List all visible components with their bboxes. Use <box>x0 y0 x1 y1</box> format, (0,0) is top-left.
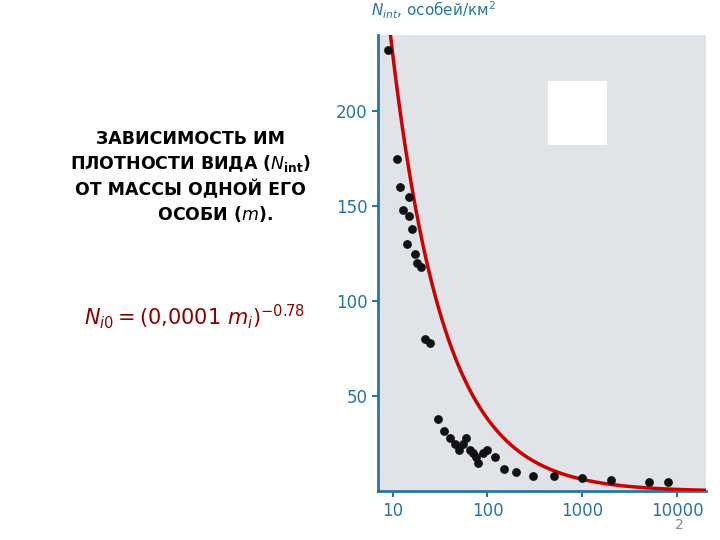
Text: ЗАВИСИМОСТЬ ИМ
ПЛОТНОСТИ ВИДА ($\mathbf{\mathit{N}_{int}}$)
ОТ МАССЫ ОДНОЙ ЕГО
 : ЗАВИСИМОСТЬ ИМ ПЛОТНОСТИ ВИДА ($\mathbf{… <box>70 130 312 225</box>
Point <box>432 415 444 423</box>
Point <box>409 249 420 258</box>
Point <box>470 453 482 462</box>
Point <box>415 263 427 272</box>
Point <box>401 240 413 248</box>
Bar <box>549 80 607 145</box>
Point <box>397 206 409 214</box>
Point <box>498 464 510 473</box>
Point <box>457 440 469 448</box>
Point <box>467 449 479 458</box>
Text: 2: 2 <box>675 518 684 532</box>
Point <box>449 440 460 448</box>
Point <box>477 449 489 458</box>
Point <box>510 468 522 477</box>
Point <box>548 472 559 481</box>
Point <box>404 211 415 220</box>
Point <box>482 446 493 454</box>
Point <box>425 339 436 347</box>
Point <box>419 335 431 343</box>
Point <box>489 453 500 462</box>
Point <box>464 446 475 454</box>
Point <box>605 476 616 484</box>
Point <box>527 472 539 481</box>
Point <box>404 192 415 201</box>
Text: $N_{int}$, особей/км$^2$: $N_{int}$, особей/км$^2$ <box>372 0 496 22</box>
Point <box>382 46 394 55</box>
Point <box>453 446 464 454</box>
Point <box>472 458 484 467</box>
Point <box>438 426 450 435</box>
Point <box>391 154 402 163</box>
Point <box>406 225 418 233</box>
Text: $\mathit{N_{i0}}\mathit{=(0{,}0001\ m_i)^{-0.78}}$: $\mathit{N_{i0}}\mathit{=(0{,}0001\ m_i)… <box>84 302 305 331</box>
Point <box>643 477 654 486</box>
Point <box>461 434 472 442</box>
Point <box>662 477 674 486</box>
Point <box>577 474 588 482</box>
Point <box>444 434 456 442</box>
Point <box>411 259 423 267</box>
Point <box>395 183 406 192</box>
